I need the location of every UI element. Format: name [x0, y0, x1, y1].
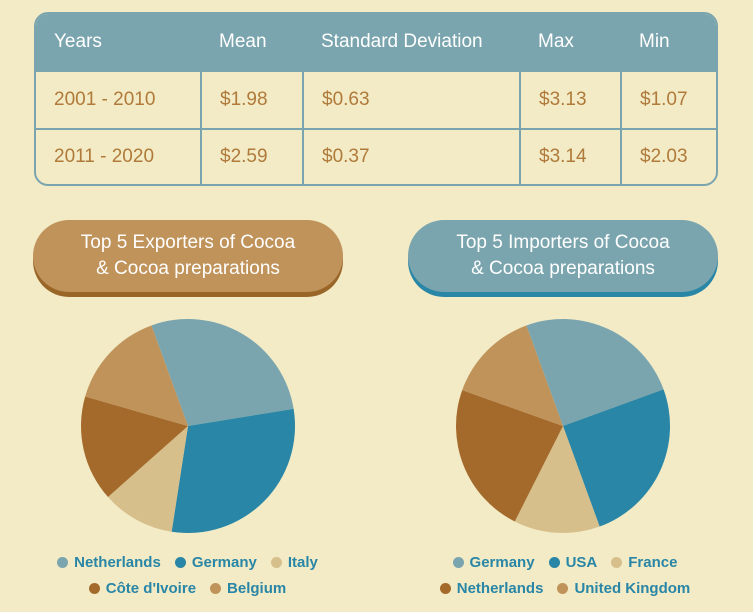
legend-label: Netherlands — [74, 553, 161, 571]
legend-row: Netherlands Germany Italy — [30, 549, 345, 575]
header-mean: Mean — [201, 14, 303, 71]
legend-label: Italy — [287, 553, 318, 571]
importers-title-line1: Top 5 Importers of Cocoa — [456, 232, 670, 253]
legend-label: Germany — [469, 553, 535, 571]
legend-item-netherlands: Netherlands — [439, 579, 544, 597]
header-min: Min — [621, 14, 716, 71]
legend-item-united-kingdom: United Kingdom — [557, 580, 690, 597]
legend-item-italy: Italy — [270, 553, 318, 571]
table-cell-years: 2011 - 2020 — [36, 127, 202, 184]
pie-slice-germany — [171, 408, 295, 533]
pie-slice-usa — [563, 389, 670, 527]
legend-swatch — [611, 556, 623, 568]
legend-label: France — [628, 553, 678, 571]
legend-item-belgium: Belgium — [210, 580, 286, 597]
legend-row: Germany USA France — [410, 549, 720, 575]
legend-item-germany: Germany — [174, 553, 257, 571]
pie-slice-united-kingdom — [462, 325, 563, 426]
legend-swatch — [88, 582, 100, 594]
importers-pie-chart — [456, 319, 670, 533]
legend-row: Côte d'Ivoire Belgium — [30, 575, 345, 601]
pie-slice-netherlands — [151, 319, 294, 426]
importers-title-line2: & Cocoa preparations — [471, 258, 655, 279]
table-row: 2011 - 2020 $2.59 $0.37 $3.14 $2.03 — [36, 127, 716, 184]
exporters-title-line2: & Cocoa preparations — [96, 258, 280, 279]
table-cell-std-dev: $0.63 — [303, 70, 521, 129]
legend-label: Belgium — [227, 579, 287, 597]
table-cell-max: $3.14 — [520, 127, 622, 184]
legend-label: United Kingdom — [574, 579, 691, 597]
table-cell-max: $3.13 — [520, 70, 622, 129]
table-cell-mean: $1.98 — [201, 70, 304, 129]
exporters-title-line1: Top 5 Exporters of Cocoa — [80, 232, 296, 253]
importers-chart-title: Top 5 Importers of Cocoa & Cocoa prepara… — [408, 220, 718, 292]
legend-label: Netherlands — [456, 579, 544, 597]
legend-swatch — [174, 556, 186, 568]
legend-item-cote-d-ivoire: Côte d'Ivoire — [88, 579, 197, 597]
legend-item-netherlands: Netherlands — [57, 554, 161, 571]
legend-swatch — [57, 556, 69, 568]
pie-slice-germany — [526, 319, 664, 426]
price-stats-table: Years Mean Standard Deviation Max Min 20… — [34, 12, 718, 186]
pie-slice-italy — [107, 426, 188, 532]
table-header-row: Years Mean Standard Deviation Max Min — [36, 14, 716, 71]
pie-slice-france — [514, 426, 600, 533]
legend-row: Netherlands United Kingdom — [410, 575, 720, 601]
importers-legend: Germany USA France Netherlands United Kingdo… — [410, 549, 720, 601]
exporters-legend: Netherlands Germany Italy Côte d'Ivoire Belg… — [30, 549, 345, 601]
legend-label: USA — [565, 553, 598, 571]
table-cell-mean: $2.59 — [201, 127, 304, 184]
exporters-pie-chart — [81, 319, 295, 533]
header-std-dev: Standard Deviation — [303, 14, 520, 71]
legend-item-germany: Germany — [452, 553, 535, 571]
legend-swatch — [557, 582, 569, 594]
table-cell-min: $2.03 — [621, 127, 716, 184]
pie-slice-cote-d-ivoire — [81, 396, 188, 498]
legend-label: Germany — [191, 553, 257, 571]
table-cell-years: 2001 - 2010 — [36, 70, 202, 129]
legend-swatch — [210, 582, 222, 594]
header-max: Max — [520, 14, 621, 71]
pie-slice-netherlands — [456, 390, 563, 522]
table-row: 2001 - 2010 $1.98 $0.63 $3.13 $1.07 — [36, 70, 716, 129]
exporters-chart-title: Top 5 Exporters of Cocoa & Cocoa prepara… — [33, 220, 343, 292]
legend-swatch — [548, 556, 560, 568]
legend-swatch — [439, 582, 451, 594]
legend-item-france: France — [611, 554, 677, 571]
table-cell-min: $1.07 — [621, 70, 716, 129]
table-cell-std-dev: $0.37 — [303, 127, 521, 184]
legend-swatch — [452, 556, 464, 568]
pie-slice-belgium — [85, 325, 188, 426]
legend-swatch — [270, 556, 282, 568]
legend-item-usa: USA — [548, 553, 598, 571]
legend-label: Côte d'Ivoire — [105, 579, 197, 597]
header-years: Years — [36, 14, 201, 71]
